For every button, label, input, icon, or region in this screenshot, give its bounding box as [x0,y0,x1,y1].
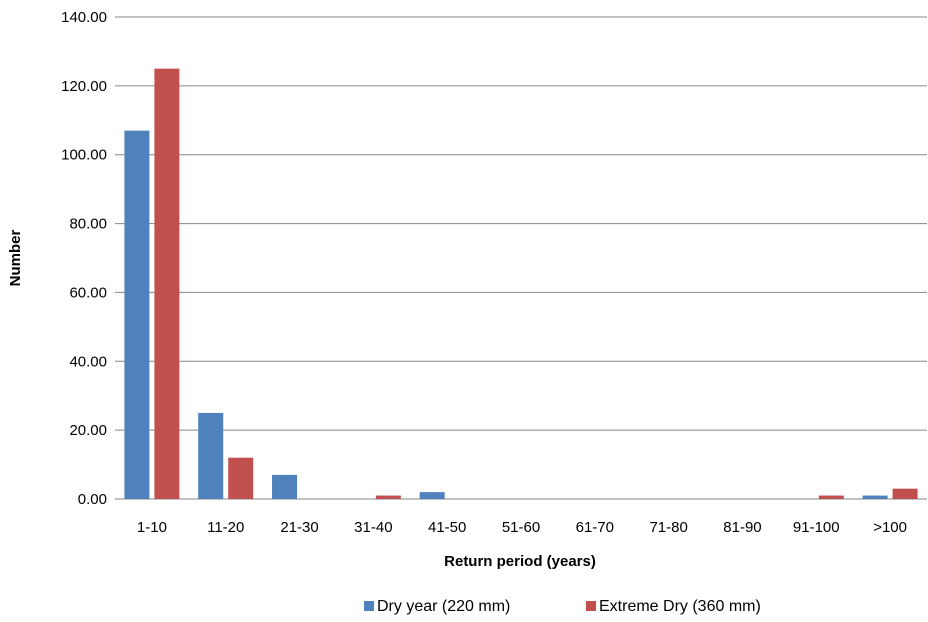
x-tick-label: 61-70 [576,519,614,536]
x-tick-label: 41-50 [428,519,466,536]
x-tick-label: 51-60 [502,519,540,536]
legend-swatch [364,601,374,611]
bar-dry-year [862,495,888,499]
bar-dry-year [272,474,298,499]
y-tick-label: 140.00 [61,9,107,26]
gridlines [115,16,927,500]
y-tick-label: 0.00 [78,491,107,508]
bar-extreme-dry [228,457,254,499]
bar-dry-year [198,412,224,499]
x-tick-label: 81-90 [723,519,761,536]
y-tick-label: 120.00 [61,78,107,95]
x-tick-label: 21-30 [280,519,318,536]
bar-extreme-dry [818,495,844,499]
x-tick-label: 11-20 [207,519,244,536]
bar-dry-year [124,130,150,499]
legend-label: Dry year (220 mm) [377,598,510,615]
x-tick-label: 1-10 [137,519,167,536]
bar-extreme-dry [154,68,180,500]
legend-label: Extreme Dry (360 mm) [599,598,761,615]
x-tick-label: 91-100 [793,519,840,536]
bar-dry-year [419,492,445,499]
bar-extreme-dry [375,495,401,499]
y-axis-ticks: 0.00 20.00 40.00 60.00 80.00 100.00 120.00 140.… [61,9,107,508]
y-tick-label: 20.00 [69,422,107,439]
y-tick-label: 100.00 [61,147,107,164]
y-tick-label: 80.00 [69,216,107,233]
legend-swatch [586,601,596,611]
bar-extreme-dry [892,488,918,499]
x-tick-label: 71-80 [649,519,687,536]
x-axis-ticks: 1-10 11-20 21-30 31-40 41-50 51-60 61-70 71-80 8… [137,519,907,536]
x-tick-label: >100 [873,519,907,536]
x-tick-label: 31-40 [354,519,392,536]
bars [124,68,918,500]
legend: Dry year (220 mm) Extreme Dry (360 mm) [364,598,761,615]
y-tick-label: 60.00 [69,284,107,301]
y-tick-label: 40.00 [69,353,107,370]
x-axis-title: Return period (years) [444,553,596,570]
y-axis-title: Number [7,230,24,287]
